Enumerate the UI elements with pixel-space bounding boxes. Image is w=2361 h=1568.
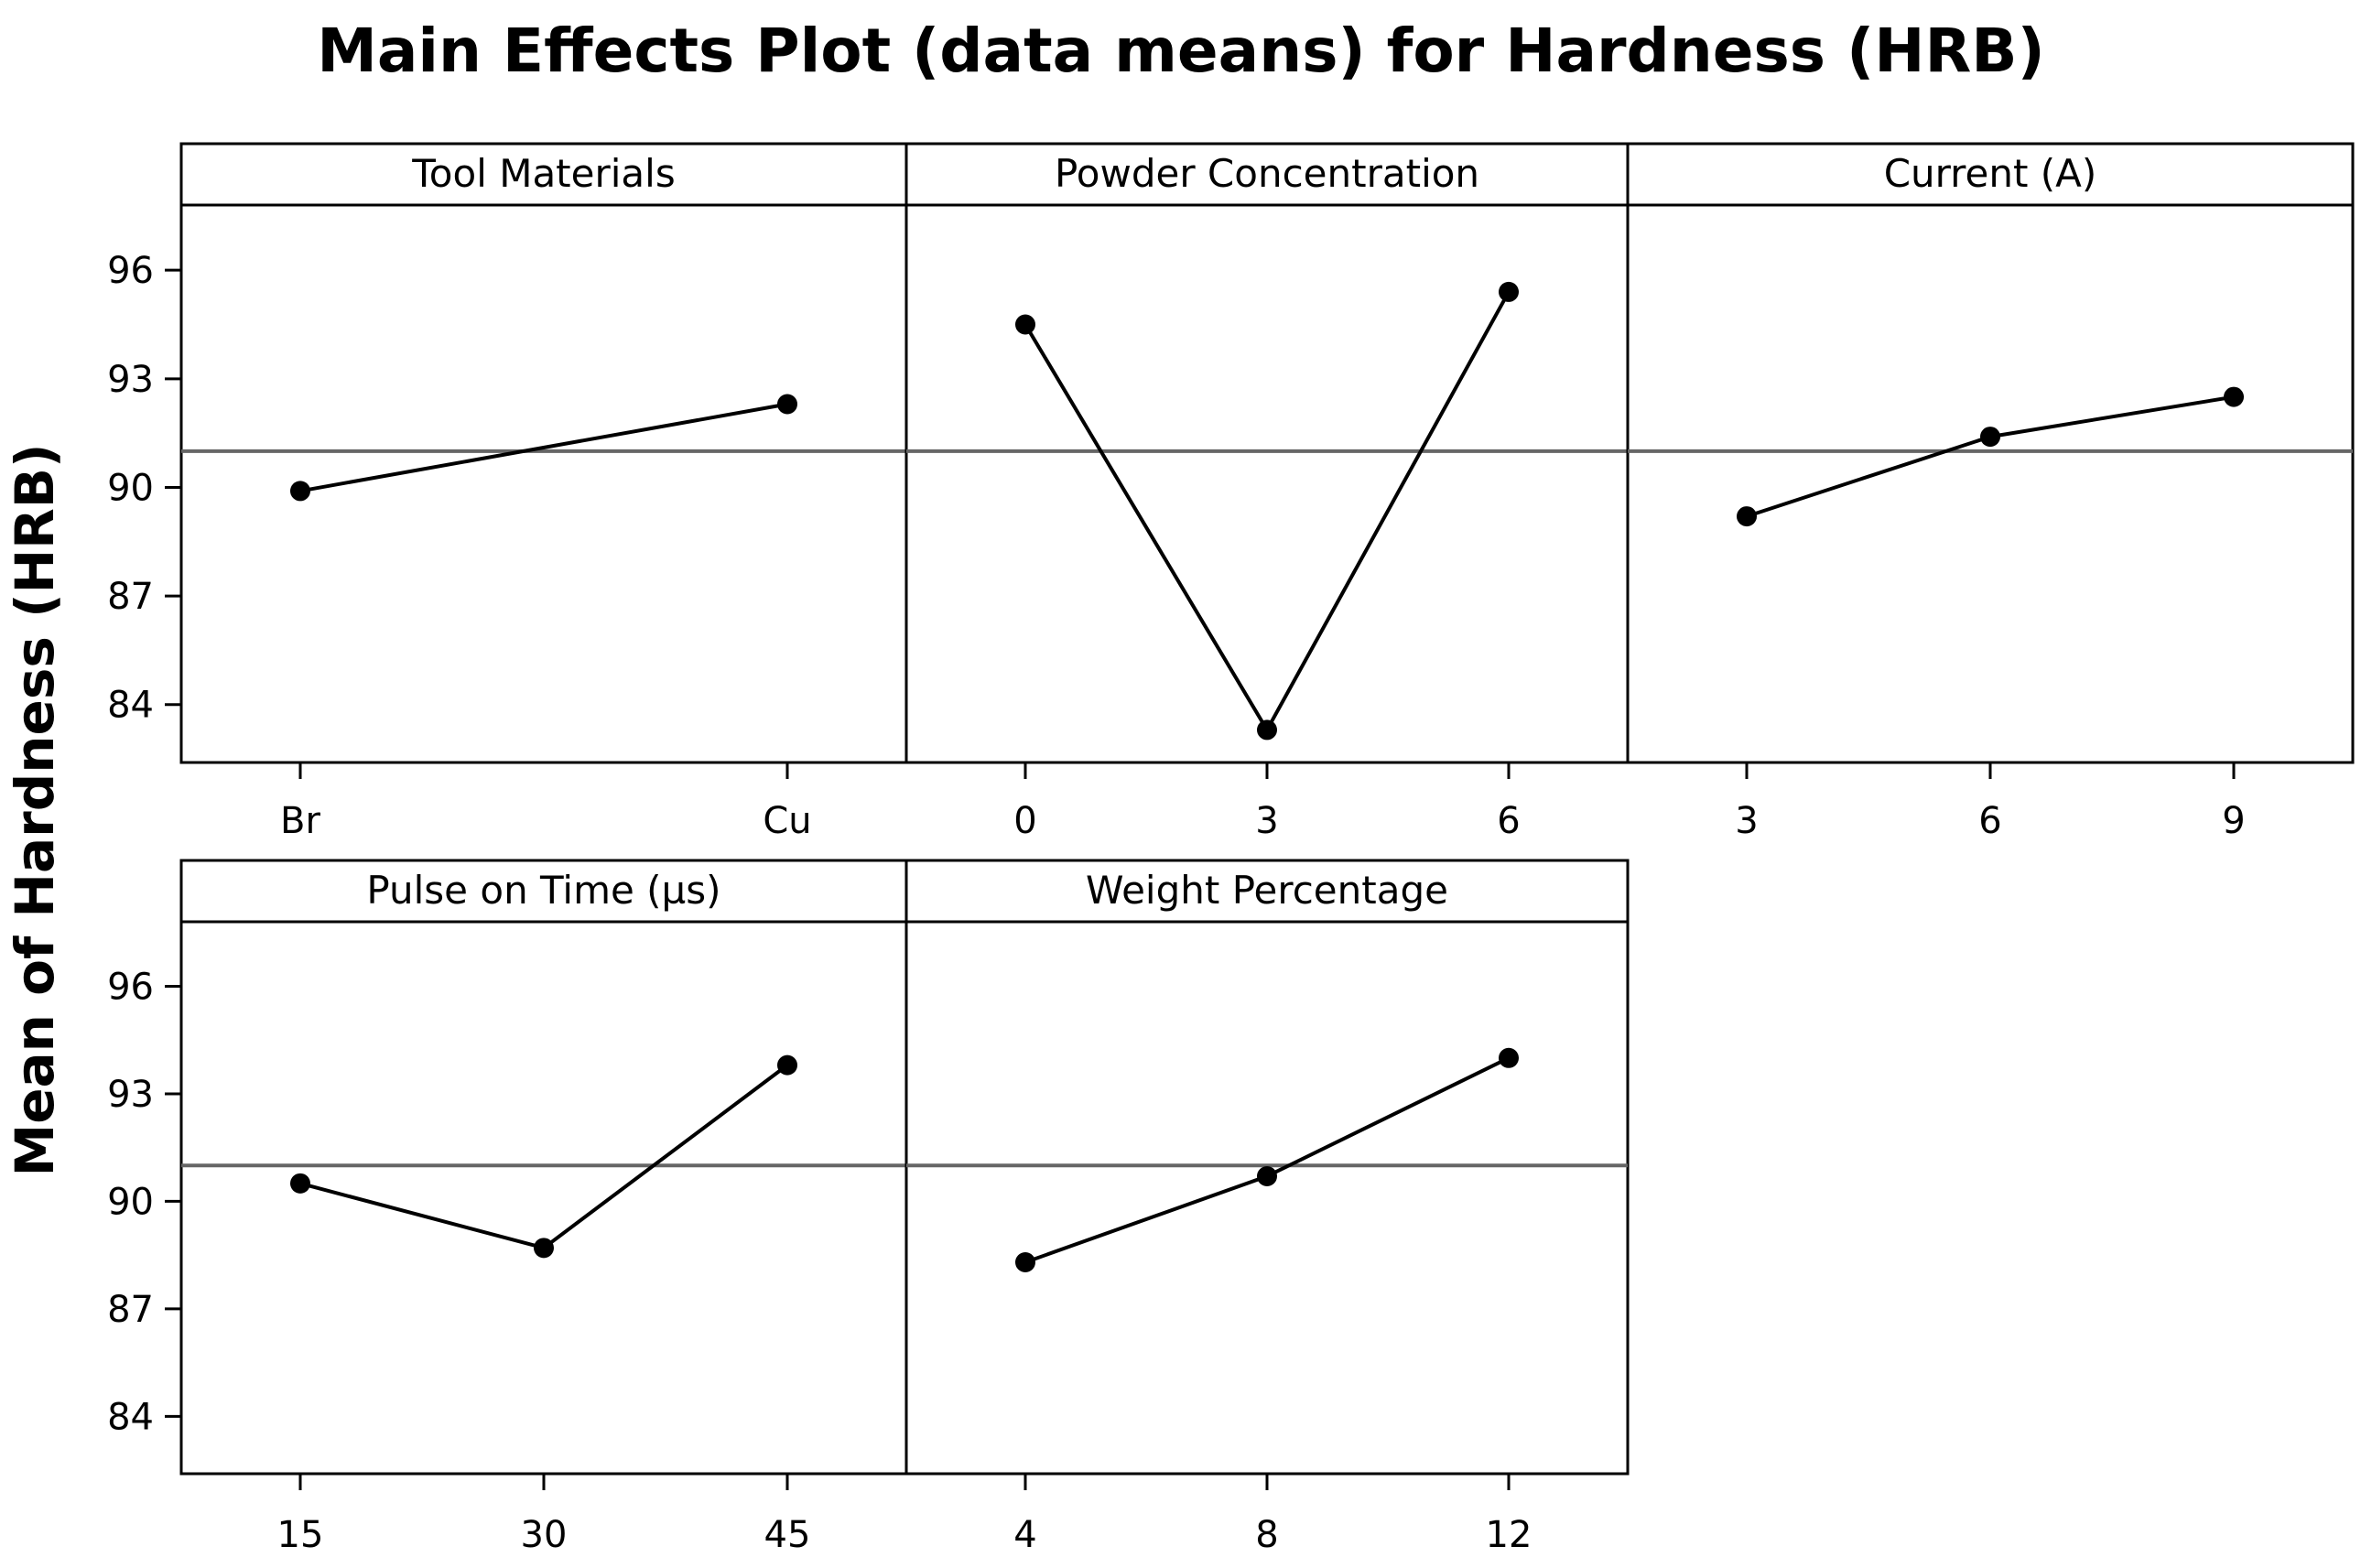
panel-title: Pulse on Time (µs)	[366, 868, 720, 913]
panel-title: Powder Concentration	[1055, 151, 1479, 196]
data-point	[290, 481, 310, 502]
panel-title: Weight Percentage	[1086, 868, 1448, 913]
x-tick-label: 6	[1497, 800, 1520, 842]
data-point	[777, 1054, 797, 1076]
y-tick-label: 84	[107, 1396, 154, 1438]
panel-3: Current (A) 3 6 9	[1626, 142, 2355, 842]
x-tick-label: 4	[1013, 1514, 1036, 1556]
data-point	[1257, 1166, 1277, 1187]
x-tick-label: 30	[521, 1514, 568, 1556]
y-tick-label: 96	[107, 966, 154, 1008]
y-tick-label: 96	[107, 250, 154, 292]
series-line	[1024, 1055, 1510, 1264]
y-tick-label: 93	[107, 359, 154, 401]
x-tick-label: 6	[1978, 800, 2001, 842]
x-tick-label: 9	[2222, 800, 2245, 842]
series-line	[299, 402, 788, 493]
x-tick-label: 15	[277, 1514, 324, 1556]
series-line	[1023, 290, 1511, 734]
y-tick-label: 87	[107, 576, 154, 618]
data-point	[1499, 281, 1519, 302]
panel-frame	[1626, 142, 2355, 764]
y-tick-label: 90	[107, 467, 154, 509]
panel-2: Powder Concentration 0 3 6	[904, 142, 1630, 842]
x-tick-label: 3	[1255, 800, 1278, 842]
y-tick-label: 93	[107, 1074, 154, 1116]
x-tick-label: Br	[280, 800, 320, 842]
panel-frame	[179, 142, 908, 764]
y-tick-label: 84	[107, 685, 154, 727]
panel-title: Tool Materials	[411, 151, 675, 196]
x-tick-label: 8	[1255, 1514, 1278, 1556]
panel-frame	[904, 142, 1630, 764]
x-tick-label: Cu	[763, 800, 811, 842]
series-line	[1746, 395, 2235, 518]
panel-5: Weight Percentage 4 8 12	[904, 859, 1630, 1556]
panel-title: Current (A)	[1884, 151, 2097, 196]
y-tick-label: 90	[107, 1181, 154, 1223]
data-point	[777, 394, 797, 415]
data-point	[1499, 1047, 1519, 1068]
data-point	[290, 1173, 310, 1194]
x-tick-label: 3	[1735, 800, 1758, 842]
data-point	[1257, 719, 1277, 741]
chart-title: Main Effects Plot (data means) for Hardn…	[317, 16, 2045, 86]
panel-1: Tool Materials Br Cu	[179, 142, 908, 842]
series-line	[299, 1064, 789, 1250]
data-point	[1737, 506, 1757, 527]
data-point	[2224, 386, 2244, 407]
x-tick-label: 0	[1013, 800, 1036, 842]
data-point	[1015, 314, 1035, 335]
data-point	[1015, 1251, 1035, 1272]
panel-4: Pulse on Time (µs) 15 30 45	[179, 859, 908, 1556]
x-tick-label: 12	[1486, 1514, 1532, 1556]
x-tick-label: 45	[764, 1514, 811, 1556]
data-point	[1980, 427, 2000, 448]
data-point	[534, 1238, 554, 1259]
y-tick-label: 87	[107, 1289, 154, 1331]
y-axis-label: Mean of Hardness (HRB)	[4, 443, 66, 1176]
